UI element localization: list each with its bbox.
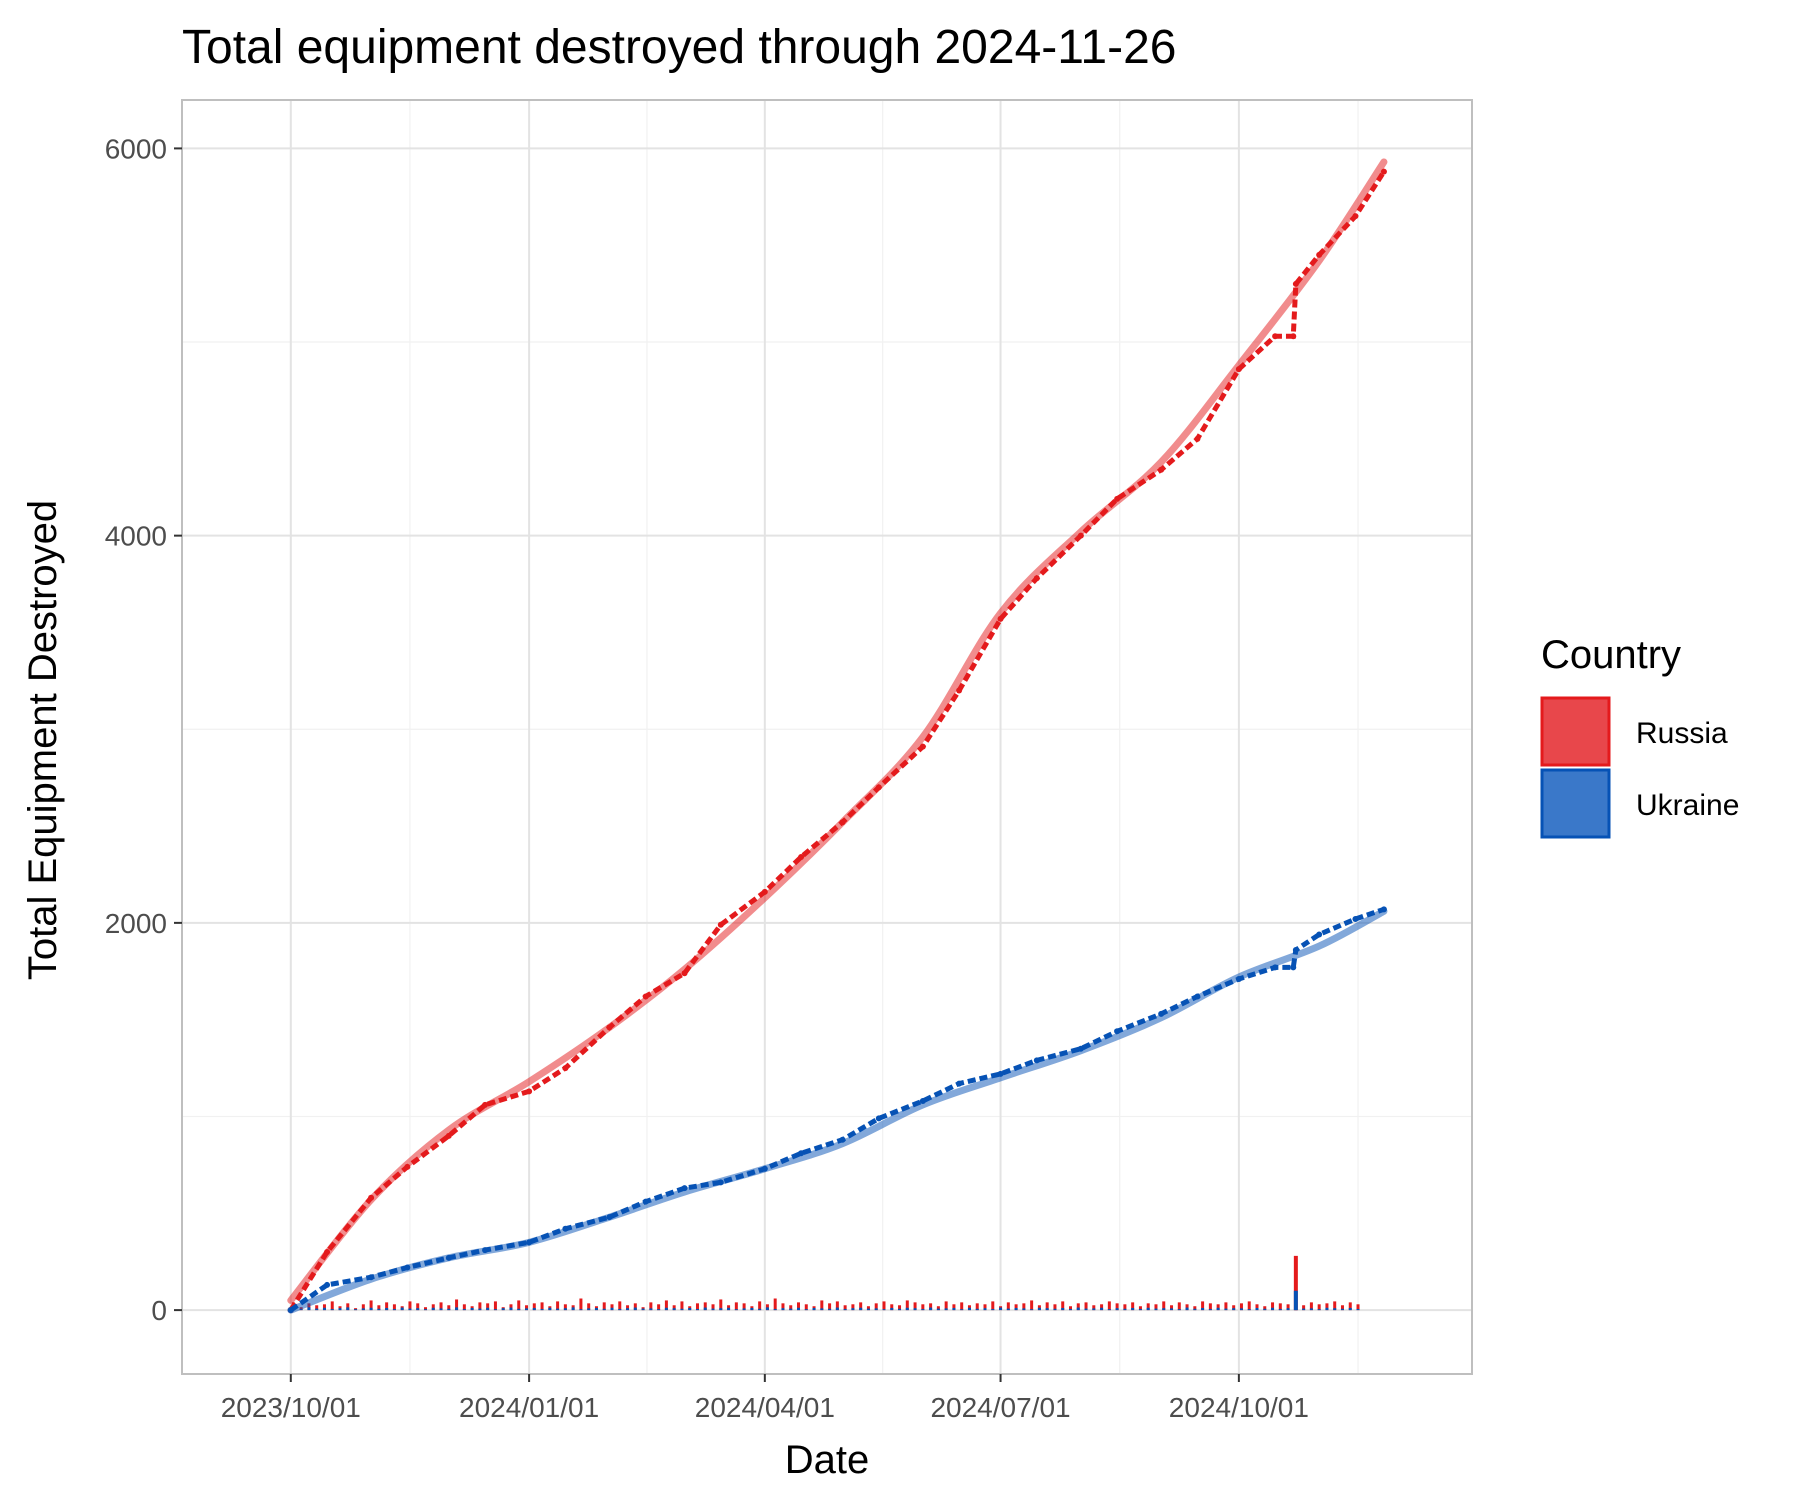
cumulative-point-russia [717,921,724,928]
cumulative-point-russia [681,970,688,977]
cumulative-point-russia [761,888,768,895]
cumulative-point-ukraine [1114,1028,1121,1035]
cumulative-point-russia [1077,532,1084,539]
cumulative-point-ukraine [681,1185,688,1192]
cumulative-point-russia [368,1194,375,1201]
x-tick-label: 2024/04/01 [695,1392,835,1423]
cumulative-point-ukraine [1380,906,1387,913]
cumulative-point-ukraine [404,1264,411,1271]
cumulative-point-russia [324,1249,331,1256]
x-tick-label: 2023/10/01 [221,1392,361,1423]
cumulative-point-russia [562,1065,569,1072]
daily-bars-ukraine [291,1307,1360,1311]
cumulative-point-ukraine [642,1198,649,1205]
cumulative-point-ukraine [606,1214,613,1221]
cumulative-point-ukraine [919,1098,926,1104]
y-axis: 0 2000 4000 6000 [105,133,182,1326]
cumulative-point-russia [1033,575,1040,582]
cumulative-point-russia [606,1024,613,1031]
cumulative-point-russia [875,784,882,791]
cumulative-point-ukraine [798,1150,805,1157]
cumulative-point-ukraine [1316,931,1323,938]
cumulative-point-ukraine [956,1080,963,1087]
cumulative-point-ukraine [717,1179,724,1186]
cumulative-point-ukraine [287,1307,294,1314]
cumulative-point-russia [1380,168,1387,175]
cumulative-point-ukraine [1033,1057,1040,1064]
x-axis: 2023/10/01 2024/01/01 2024/04/01 2024/07/01… [221,1374,1309,1423]
x-axis-title: Date [785,1438,870,1482]
cumulative-point-ukraine [1194,993,1201,1000]
cumulative-point-russia [1114,495,1121,502]
cumulative-point-russia [1316,251,1323,258]
cumulative-point-ukraine [839,1136,846,1143]
cumulative-point-ukraine [562,1225,569,1232]
cumulative-point-russia [1194,435,1201,442]
cumulative-point-ukraine [1077,1045,1084,1052]
y-axis-title: Total Equipment Destroyed [21,500,65,980]
cumulative-point-russia [919,743,926,750]
cumulative-point-russia [839,819,846,826]
cumulative-point-ukraine [1158,1010,1165,1017]
legend-label-ukraine: Ukraine [1636,789,1739,822]
legend-key-russia [1540,696,1611,767]
cumulative-point-russia [1292,280,1299,287]
cumulative-point-ukraine [445,1254,452,1261]
cumulative-point-russia [1352,213,1359,220]
cumulative-point-russia [1158,466,1165,473]
cumulative-point-russia [445,1132,452,1139]
y-tick-label: 0 [151,1295,167,1326]
plot-area [181,99,1473,1375]
plot-border [181,99,1473,1375]
chart-title: Total equipment destroyed through 2024-1… [182,21,1176,74]
cumulative-point-ukraine [997,1070,1004,1077]
cumulative-point-russia [956,687,963,694]
cumulative-point-ukraine [1235,976,1242,983]
cumulative-point-russia [1290,333,1297,340]
cumulative-point-ukraine [482,1247,489,1254]
cumulative-point-ukraine [875,1115,882,1122]
x-tick-label: 2024/01/01 [459,1392,599,1423]
legend-key-ukraine [1540,768,1611,839]
cumulative-point-russia [404,1163,411,1170]
cumulative-point-russia [997,615,1004,622]
y-tick-label: 4000 [105,521,167,552]
legend-title: Country [1541,633,1681,677]
cumulative-point-ukraine [1272,964,1279,971]
cumulative-point-russia [1272,333,1279,340]
cumulative-point-ukraine [761,1165,768,1172]
cumulative-point-ukraine [324,1281,331,1288]
cumulative-point-russia [482,1101,489,1108]
cumulative-point-ukraine [1292,946,1299,953]
cumulative-point-ukraine [1290,964,1297,971]
cumulative-point-russia [526,1088,533,1095]
y-tick-label: 2000 [105,908,167,939]
plot-background [182,100,1472,1374]
cumulative-point-ukraine [1352,916,1359,922]
cumulative-point-russia [1235,366,1242,373]
x-tick-label: 2024/10/01 [1169,1392,1309,1423]
legend: Country Russia Ukraine [1540,633,1739,839]
y-tick-label: 6000 [105,133,167,164]
cumulative-point-russia [798,854,805,861]
legend-label-russia: Russia [1636,717,1728,750]
cumulative-point-russia [642,993,649,1000]
cumulative-point-ukraine [368,1274,375,1281]
cumulative-point-ukraine [526,1239,533,1246]
x-tick-label: 2024/07/01 [930,1392,1070,1423]
